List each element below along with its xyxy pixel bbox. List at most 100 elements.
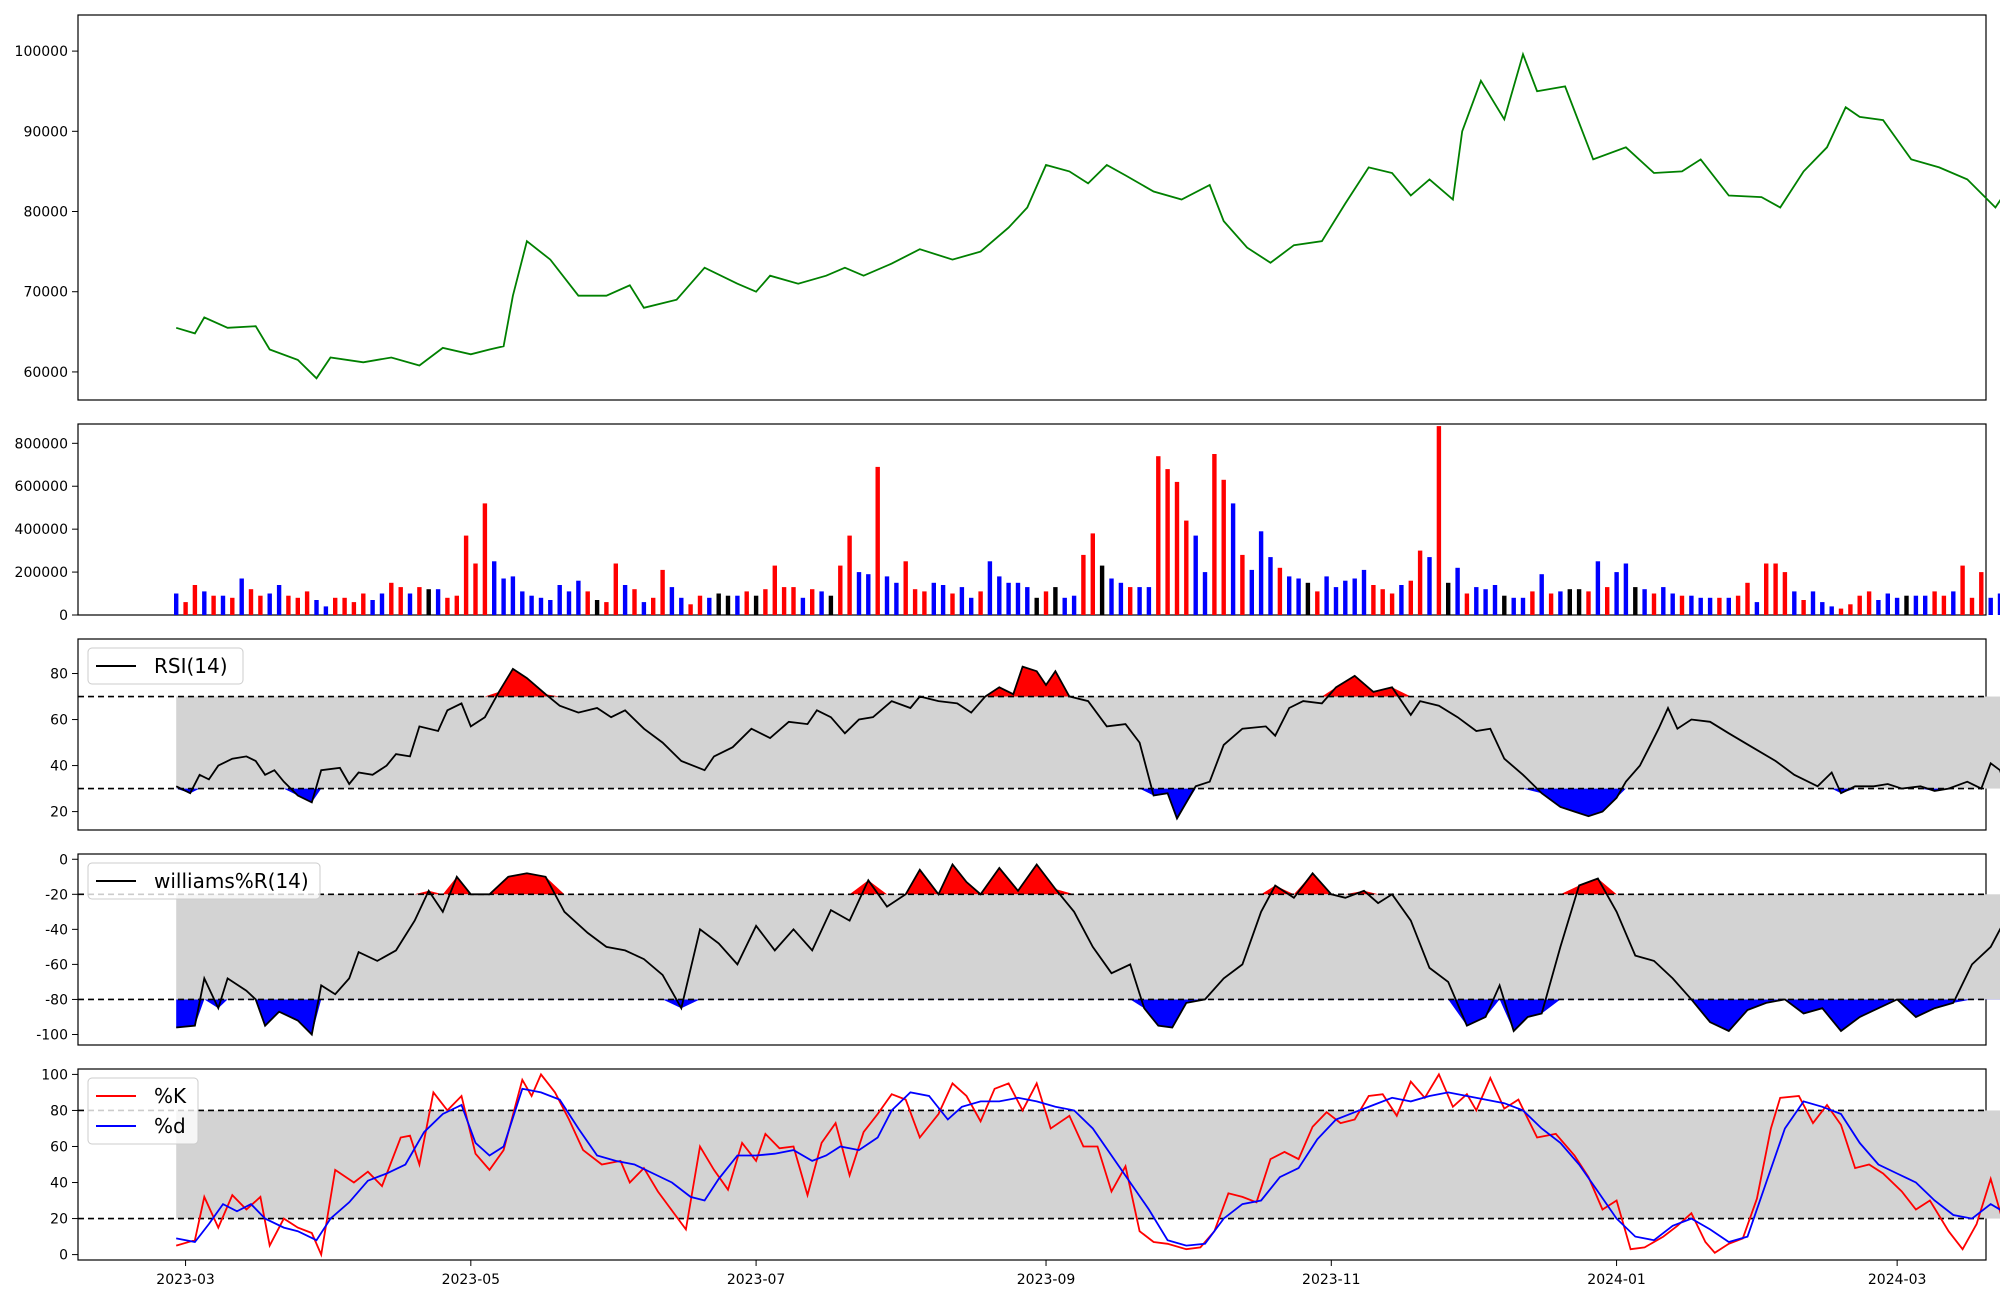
volume-bar bbox=[1894, 597, 1900, 615]
rsi-y-tick-label: 40 bbox=[50, 759, 68, 775]
rsi-legend-label: RSI(14) bbox=[154, 654, 228, 678]
volume-bar bbox=[211, 595, 216, 615]
volume-bar bbox=[248, 589, 254, 615]
williams-y-tick-label: -20 bbox=[45, 887, 68, 903]
volume-bar bbox=[1932, 591, 1937, 615]
volume-bar bbox=[856, 572, 862, 615]
volume-bar bbox=[304, 591, 310, 615]
volume-bar bbox=[950, 593, 955, 615]
volume-bar bbox=[1661, 587, 1666, 615]
volume-bar bbox=[1764, 563, 1769, 615]
volume-bar bbox=[828, 595, 834, 615]
volume-bar bbox=[1848, 604, 1853, 615]
volume-bar bbox=[1717, 597, 1722, 615]
volume-bar bbox=[1913, 595, 1919, 615]
volume-bar bbox=[576, 580, 581, 615]
volume-y-axis: 0 200000 400000 600000 800000 bbox=[15, 436, 78, 624]
volume-bar bbox=[510, 576, 516, 615]
volume-bar bbox=[791, 587, 796, 615]
volume-bar bbox=[1492, 585, 1498, 615]
price-y-tick-label: 90000 bbox=[23, 124, 68, 140]
volume-bar bbox=[651, 597, 656, 615]
volume-bar bbox=[1829, 606, 1834, 615]
volume-bar bbox=[454, 595, 459, 615]
volume-bar bbox=[407, 593, 413, 615]
volume-bar bbox=[1904, 595, 1909, 615]
volume-bar bbox=[1230, 503, 1236, 615]
volume-bar bbox=[1474, 587, 1479, 615]
volume-bar bbox=[632, 589, 637, 615]
williams-legend-label: williams%R(14) bbox=[154, 869, 309, 893]
volume-bar bbox=[1146, 587, 1152, 615]
volume-bar bbox=[1605, 587, 1610, 615]
volume-bar bbox=[707, 597, 712, 615]
rsi-y-tick-label: 60 bbox=[50, 713, 68, 729]
volume-bar bbox=[1128, 587, 1133, 615]
rsi-panel: 20 40 60 80 RSI(14) bbox=[50, 638, 2000, 831]
williams-y-tick-label: 0 bbox=[59, 852, 68, 868]
volume-bar bbox=[202, 591, 207, 615]
volume-bar bbox=[903, 561, 908, 615]
volume-bar bbox=[295, 597, 300, 615]
volume-bar bbox=[725, 595, 731, 615]
volume-bar bbox=[1530, 591, 1535, 615]
volume-bar bbox=[1483, 589, 1488, 615]
volume-bar bbox=[1212, 454, 1217, 615]
d-line bbox=[176, 1087, 2000, 1247]
volume-bar bbox=[875, 466, 880, 615]
rsi-y-axis: 20 40 60 80 bbox=[50, 667, 78, 821]
x-tick-label: 2023-09 bbox=[1017, 1272, 1076, 1288]
volume-bar bbox=[1698, 597, 1703, 615]
volume-bar bbox=[735, 595, 740, 615]
volume-bar bbox=[912, 589, 918, 615]
volume-bar bbox=[1343, 580, 1348, 615]
volume-bar bbox=[538, 597, 544, 615]
williams-line bbox=[176, 862, 2000, 1037]
volume-bar bbox=[697, 595, 703, 615]
volume-bar bbox=[622, 585, 628, 615]
volume-bar bbox=[1642, 589, 1647, 615]
volume-bar bbox=[192, 585, 198, 615]
volume-bar bbox=[1174, 481, 1180, 615]
volume-plot bbox=[174, 426, 2000, 615]
stochastic-legend-box bbox=[87, 1077, 199, 1145]
volume-bar bbox=[1539, 574, 1544, 615]
rsi-neutral-band bbox=[176, 696, 2000, 789]
volume-bar bbox=[931, 582, 936, 615]
volume-bar bbox=[1857, 595, 1862, 615]
volume-bar bbox=[753, 595, 759, 615]
volume-bar bbox=[1782, 572, 1788, 615]
volume-bar bbox=[744, 591, 749, 615]
volume-bar bbox=[959, 587, 965, 615]
volume-bar bbox=[1043, 591, 1049, 615]
volume-bar bbox=[604, 602, 609, 615]
volume-bar bbox=[1081, 554, 1086, 615]
volume-bar bbox=[1408, 580, 1413, 615]
volume-panel: 0 200000 400000 600000 800000 bbox=[15, 423, 2000, 624]
volume-bar bbox=[1034, 597, 1039, 615]
williams-neutral-band bbox=[176, 894, 2000, 1000]
volume-bar bbox=[1801, 600, 1806, 615]
volume-bar bbox=[1866, 591, 1872, 615]
k-line bbox=[175, 1072, 2000, 1258]
volume-panel-frame bbox=[77, 423, 1987, 616]
volume-bar bbox=[1296, 578, 1301, 615]
volume-bar bbox=[1165, 469, 1170, 615]
stochastic-y-axis: 0 20 40 60 80 100 bbox=[41, 1067, 78, 1264]
volume-bar bbox=[482, 503, 488, 615]
volume-bar bbox=[1838, 608, 1844, 615]
volume-bar bbox=[1090, 533, 1095, 615]
volume-bar bbox=[1333, 587, 1339, 615]
volume-bar bbox=[1287, 576, 1292, 615]
stochastic-plot bbox=[78, 1072, 2000, 1258]
volume-bar bbox=[1979, 572, 1984, 615]
volume-bar bbox=[1567, 589, 1572, 615]
stochastic-panel: 0 20 40 60 80 100 %K %d bbox=[41, 1067, 2000, 1264]
volume-bar bbox=[940, 585, 946, 615]
volume-bar bbox=[1109, 578, 1114, 615]
volume-bar bbox=[323, 606, 329, 615]
volume-bar bbox=[276, 585, 282, 615]
volume-bar bbox=[426, 589, 431, 615]
volume-y-tick-label: 200000 bbox=[15, 565, 68, 581]
